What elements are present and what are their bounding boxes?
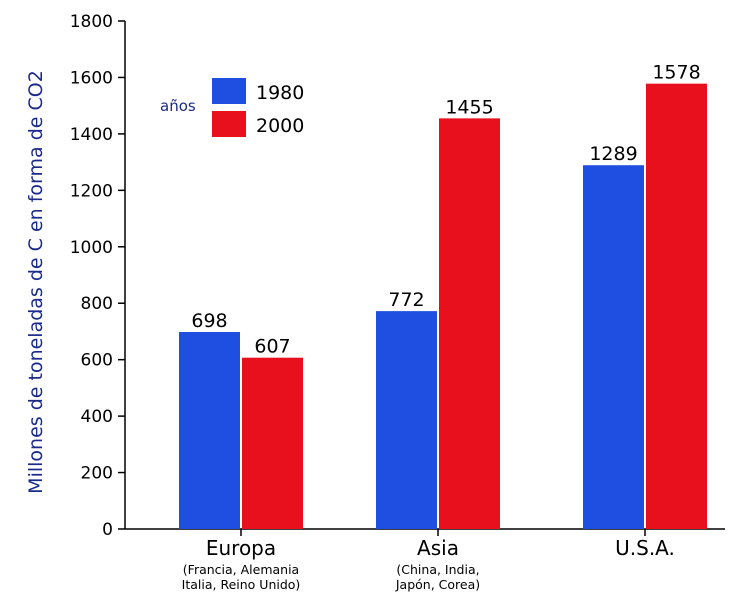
y-tick-label: 1800: [70, 12, 113, 32]
x-tick-sublabel: Italia, Reino Unido): [182, 577, 301, 592]
legend: años 1980 2000: [160, 78, 304, 137]
y-axis: 0 200 400 600 800 1000 1200 1400 1600 1800: [70, 12, 126, 540]
x-tick-sublabel: (China, India,: [396, 562, 479, 577]
y-tick-label: 1400: [70, 125, 113, 145]
data-label: 1289: [589, 143, 637, 165]
legend-label: 2000: [256, 115, 304, 137]
data-label: 772: [388, 289, 424, 311]
y-tick-label: 400: [81, 407, 113, 427]
y-tick-label: 1200: [70, 181, 113, 201]
x-tick-label: U.S.A.: [615, 536, 675, 560]
data-label: 607: [254, 336, 290, 358]
legend-swatch: [212, 78, 246, 104]
y-tick-label: 1600: [70, 68, 113, 88]
bar: [376, 311, 437, 529]
x-tick-label: Europa: [206, 536, 276, 560]
data-label: 698: [191, 310, 227, 332]
bar: [179, 332, 240, 529]
x-tick-label: Asia: [417, 536, 459, 560]
data-label: 1578: [652, 62, 700, 84]
y-tick-label: 0: [102, 520, 113, 540]
legend-swatch: [212, 111, 246, 137]
y-axis-label: Millones de toneladas de C en forma de C…: [25, 70, 47, 494]
bar: [439, 118, 500, 529]
bars: 698 607 772 1455 1289 1578: [179, 62, 707, 530]
bar: [646, 83, 707, 530]
y-tick-label: 200: [81, 464, 113, 484]
y-tick-label: 600: [81, 351, 113, 371]
bar: [242, 357, 303, 529]
y-tick-label: 800: [81, 294, 113, 314]
x-tick-sublabel: (Francia, Alemania: [183, 562, 299, 577]
legend-label: 1980: [256, 82, 304, 104]
y-tick-label: 1000: [70, 238, 113, 258]
x-tick-sublabel: Japón, Corea): [395, 577, 480, 592]
legend-title: años: [160, 97, 196, 115]
bar: [583, 165, 644, 529]
data-label: 1455: [445, 96, 493, 118]
